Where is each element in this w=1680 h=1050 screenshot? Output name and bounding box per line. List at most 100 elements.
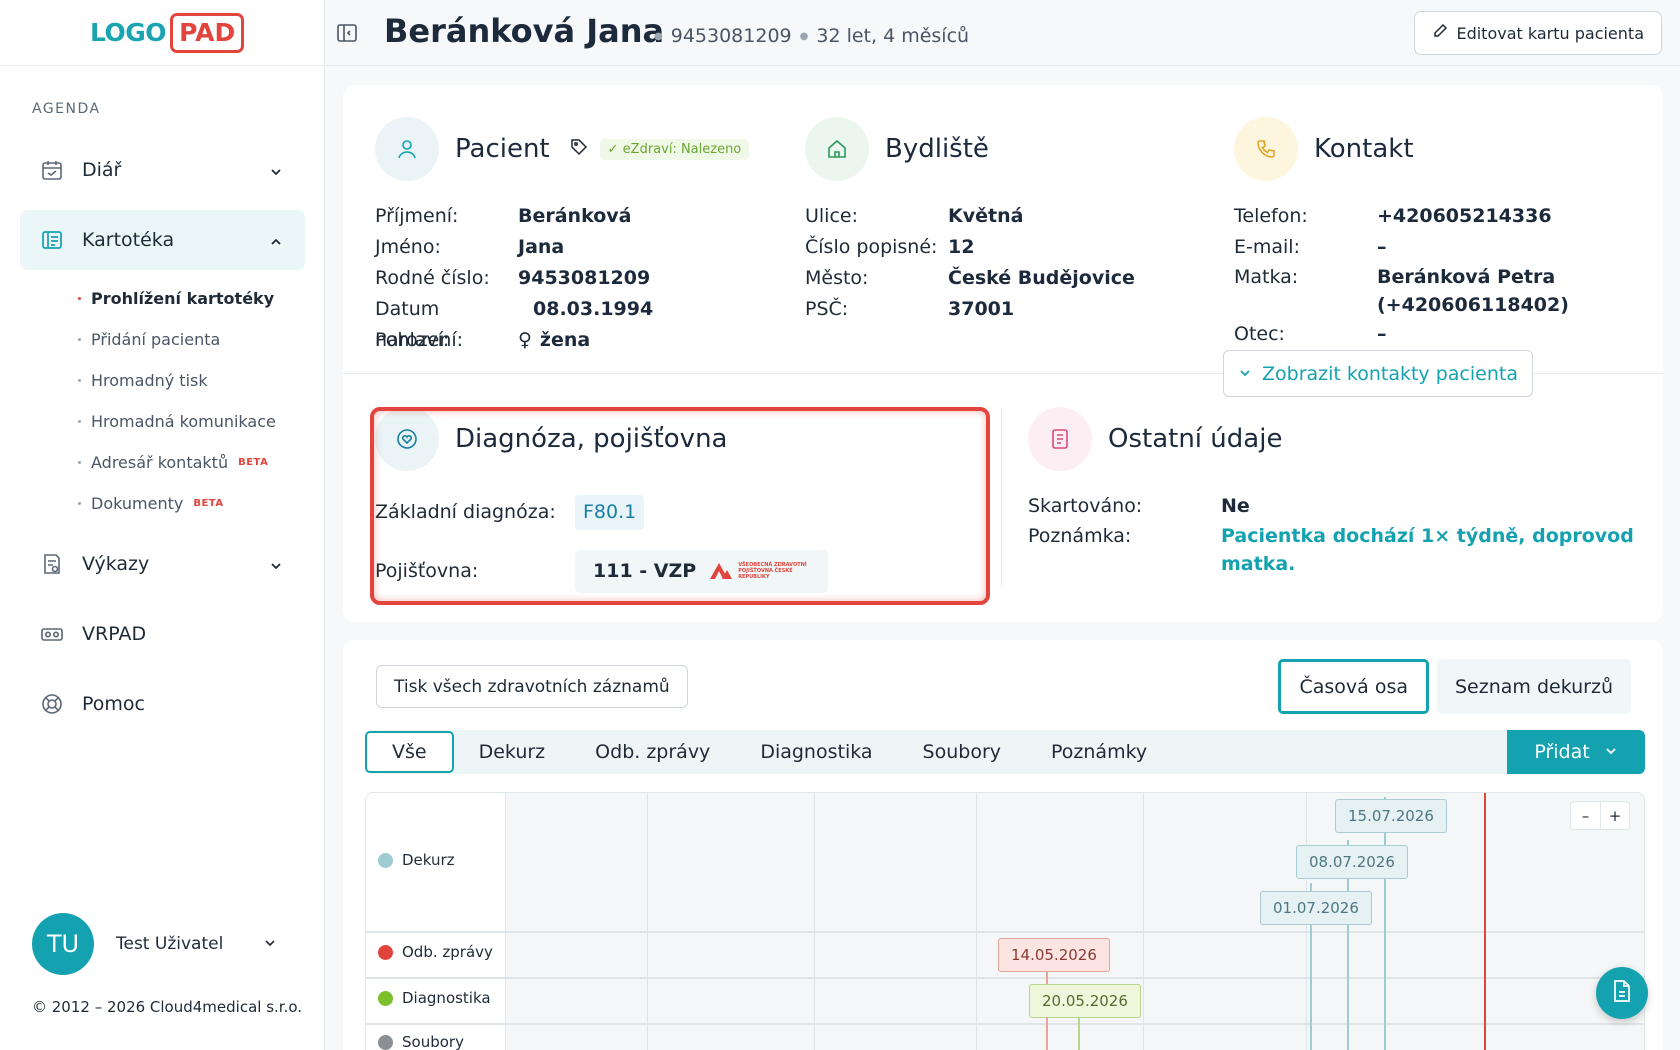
- event-stem: [1310, 883, 1312, 1050]
- user-icon: [375, 117, 439, 181]
- diagnosis-row-insurance: Pojišťovna: 111 - VZP VŠEOBECNÁ ZDRAVOTN…: [375, 549, 829, 593]
- tab-diagnostika[interactable]: Diagnostika: [760, 741, 873, 763]
- column-divider: [1001, 407, 1002, 587]
- show-contacts-label: Zobrazit kontakty pacienta: [1262, 362, 1518, 385]
- sidebar-item-diar[interactable]: Diář: [20, 140, 305, 200]
- page-title: Beránková Jana: [384, 12, 665, 50]
- row-label: Matka:: [1234, 266, 1299, 288]
- zoom-in-button[interactable]: +: [1600, 802, 1629, 829]
- print-all-records-button[interactable]: Tisk všech zdravotních záznamů: [376, 665, 688, 708]
- tab-vse[interactable]: Vše: [365, 731, 454, 773]
- edit-patient-button[interactable]: Editovat kartu pacienta: [1414, 11, 1662, 55]
- row-label: Telefon:: [1234, 205, 1308, 227]
- female-icon: ♀: [518, 329, 532, 351]
- sidebar-item-label: Výkazy: [82, 553, 150, 575]
- records-card: Tisk všech zdravotních záznamů Časová os…: [343, 640, 1663, 1050]
- separator-dot: ●: [654, 31, 663, 42]
- subnav-label: Adresář kontaktů: [91, 453, 229, 472]
- grid-line: [814, 793, 815, 1050]
- add-record-button[interactable]: Přidat: [1507, 730, 1645, 774]
- chevron-down-icon: [1604, 741, 1618, 763]
- timeline-event[interactable]: 01.07.2026: [1260, 891, 1372, 925]
- new-document-fab[interactable]: [1596, 967, 1648, 1019]
- logo-text-left: LOGO: [90, 18, 167, 47]
- patient-birth-number: 9453081209: [670, 25, 792, 47]
- tab-poznamky[interactable]: Poznámky: [1051, 741, 1148, 763]
- patient-section: Pacient ✓ eZdraví: Nalezeno Příjmení: Ber…: [375, 117, 750, 356]
- view-timeline-button[interactable]: Časová osa: [1278, 659, 1429, 714]
- kartoteka-subnav: Prohlížení kartotéky Přidání pacienta Hr…: [20, 278, 305, 524]
- lane-soubory: Soubory: [378, 1033, 464, 1050]
- sidebar-item-pomoc[interactable]: Pomoc: [20, 674, 305, 734]
- avatar: TU: [32, 913, 94, 975]
- user-name: Test Uživatel: [116, 934, 224, 954]
- pencil-icon: [1432, 23, 1448, 43]
- copyright: © 2012 – 2026 Cloud4medical s.r.o.: [32, 998, 303, 1016]
- event-stem: [1078, 989, 1080, 1050]
- subnav-pridani-pacienta[interactable]: Přidání pacienta: [20, 319, 305, 360]
- row-value: Jana: [518, 236, 565, 258]
- row-value: Květná: [948, 205, 1024, 227]
- user-menu[interactable]: TU Test Uživatel: [32, 913, 277, 975]
- row-label: Skartováno:: [1028, 495, 1143, 517]
- timeline-event[interactable]: 14.05.2026: [998, 938, 1110, 972]
- row-label: Město:: [805, 267, 869, 289]
- timeline-event[interactable]: 15.07.2026: [1335, 799, 1447, 833]
- lane-divider: [506, 1023, 1644, 1025]
- subnav-prohlizeni-kartoteky[interactable]: Prohlížení kartotéky: [20, 278, 305, 319]
- tab-dekurz[interactable]: Dekurz: [478, 741, 546, 763]
- timeline[interactable]: 15.07.2026 08.07.2026 01.07.2026 14.05.2…: [365, 792, 1645, 1050]
- sidebar-item-label: VRPAD: [82, 623, 147, 645]
- address-row-zip: PSČ: 37001: [805, 294, 1135, 325]
- insurance-chip: 111 - VZP VŠEOBECNÁ ZDRAVOTNÍ POJIŠŤOVNA…: [575, 549, 829, 593]
- view-list-button[interactable]: Seznam dekurzů: [1437, 659, 1631, 714]
- tag-icon[interactable]: [570, 138, 588, 160]
- row-label: Otec:: [1234, 323, 1285, 345]
- document-icon: [1611, 979, 1633, 1007]
- grid-line: [1143, 793, 1144, 1050]
- ezdravi-badge: ✓ eZdraví: Nalezeno: [599, 138, 750, 160]
- row-value: 9453081209: [518, 267, 651, 289]
- edit-patient-label: Editovat kartu pacienta: [1456, 23, 1644, 43]
- show-contacts-button[interactable]: Zobrazit kontakty pacienta: [1223, 350, 1533, 397]
- grid-line: [976, 793, 977, 1050]
- timeline-event[interactable]: 20.05.2026: [1029, 984, 1141, 1018]
- lane-dekurz: Dekurz: [378, 851, 455, 869]
- zoom-out-button[interactable]: –: [1581, 806, 1590, 825]
- subnav-label: Hromadná komunikace: [91, 412, 276, 431]
- sidebar-toggle-icon[interactable]: [336, 22, 358, 44]
- row-value: Ne: [1221, 495, 1250, 517]
- subnav-dokumenty[interactable]: Dokumenty BETA: [20, 483, 305, 524]
- chevron-down-icon: [263, 935, 277, 954]
- sidebar-section-label: AGENDA: [32, 101, 101, 117]
- subnav-adresar-kontaktu[interactable]: Adresář kontaktů BETA: [20, 442, 305, 483]
- diagnosis-code[interactable]: F80.1: [575, 494, 645, 530]
- address-row-city: Město: České Budějovice: [805, 263, 1135, 294]
- tab-soubory[interactable]: Soubory: [922, 741, 1001, 763]
- section-divider: [343, 373, 1663, 374]
- row-label: Rodné číslo:: [375, 267, 490, 289]
- vr-headset-icon: [40, 622, 64, 646]
- patient-row-surname: Příjmení: Beránková: [375, 201, 749, 232]
- timeline-event[interactable]: 08.07.2026: [1296, 845, 1408, 879]
- row-label: Číslo popisné:: [805, 236, 938, 258]
- sidebar-item-vrpad[interactable]: VRPAD: [20, 604, 305, 664]
- document-icon: [1028, 407, 1092, 471]
- logo[interactable]: LOGO PAD: [0, 0, 324, 66]
- row-value-wrap: Beránková Petra (+420606118402): [1377, 263, 1569, 319]
- row-label: PSČ:: [805, 298, 849, 320]
- row-value: 12: [948, 236, 975, 258]
- sidebar-item-vykazy[interactable]: Výkazy: [20, 534, 305, 594]
- row-value: 08.03.1994: [533, 298, 654, 320]
- subnav-hromadna-komunikace[interactable]: Hromadná komunikace: [20, 401, 305, 442]
- sidebar-item-kartoteka[interactable]: Kartotéka: [20, 210, 305, 270]
- lane-color-dot: [378, 852, 393, 868]
- sidebar-nav: Diář Kartotéka Prohlížení kartotéky Přid…: [20, 140, 305, 744]
- address-row-street: Ulice: Květná: [805, 201, 1135, 232]
- tab-odb-zpravy[interactable]: Odb. zprávy: [595, 741, 711, 763]
- row-value: –: [1377, 323, 1387, 345]
- subnav-hromadny-tisk[interactable]: Hromadný tisk: [20, 360, 305, 401]
- lane-label: Diagnostika: [402, 989, 491, 1007]
- row-label: Příjmení:: [375, 205, 459, 227]
- row-label: Základní diagnóza:: [375, 500, 556, 523]
